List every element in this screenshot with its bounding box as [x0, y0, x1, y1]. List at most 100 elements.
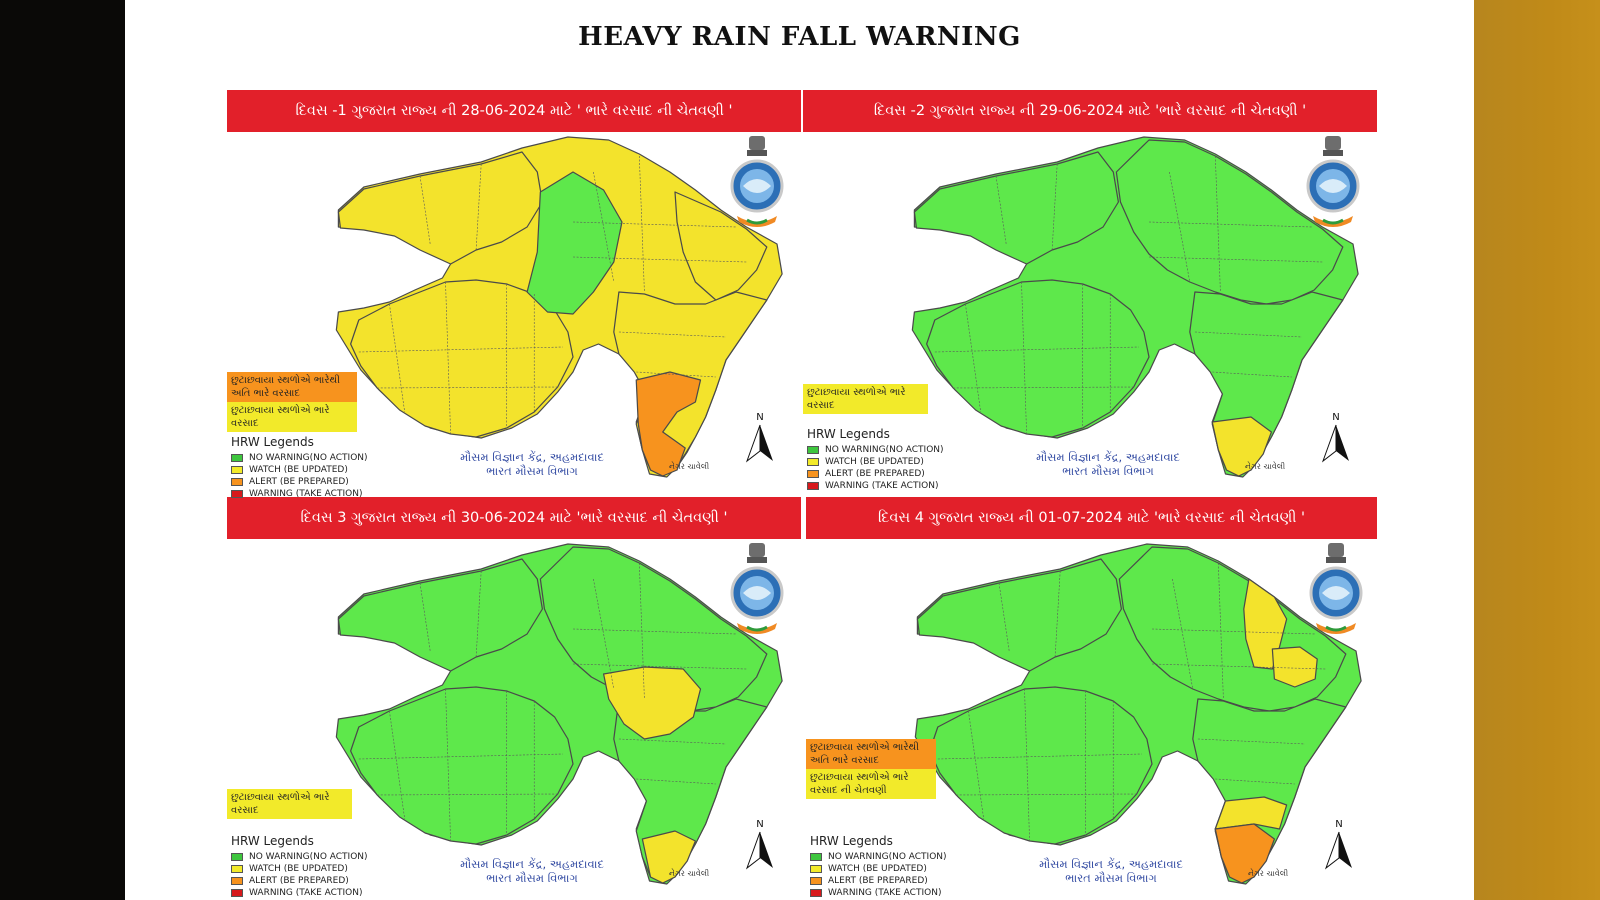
legend-swatch — [231, 853, 243, 861]
imd-office-label: મૌસમ વિજ્ઞાન કેંદ્ર, અહમદાવાદ ભારત મૌસમ વ… — [432, 450, 632, 478]
district-boundary — [572, 663, 747, 670]
office-name: મૌસમ વિજ્ઞાન કેંદ્ર, અહમદાવાદ — [1039, 857, 1183, 871]
legend-item: WATCH (BE UPDATED) — [231, 863, 368, 875]
legend-title: HRW Legends — [807, 427, 890, 441]
legend-item: NO WARNING(NO ACTION) — [231, 851, 368, 863]
region-saurashtra — [926, 279, 1150, 438]
legend-swatch — [231, 466, 243, 474]
left-background — [0, 0, 125, 900]
legend-label: WARNING (TAKE ACTION) — [249, 489, 363, 499]
district-boundary — [419, 582, 431, 652]
right-background — [1474, 0, 1600, 900]
region-northeast-yellow — [1271, 646, 1318, 688]
north-arrow-icon: N — [745, 819, 775, 871]
imd-emblem-icon — [1305, 134, 1361, 232]
hrw-legend: HRW Legends NO WARNING(NO ACTION) WATCH (B… — [231, 435, 368, 500]
imd-office-label: મૌસમ વિજ્ઞાન કેંદ્ર, અહમદાવાદ ભારત મૌસમ વ… — [432, 857, 632, 885]
district-boundary — [1215, 778, 1295, 785]
department-name: ભારત મૌસમ વિભાગ — [486, 871, 578, 885]
legend-item: WATCH (BE UPDATED) — [807, 456, 944, 468]
district-boundary — [593, 171, 615, 283]
district-boundary — [1148, 256, 1323, 263]
legend-item: WARNING (TAKE ACTION) — [810, 887, 947, 899]
day4-map-panel: છુટાછવાયા સ્થળોએ ભારેથી અતિ ભારે વરસાદ છુ… — [806, 539, 1376, 899]
region-saurashtra — [350, 279, 574, 438]
region-central-yellow — [602, 666, 702, 740]
north-label: N — [756, 819, 764, 830]
gujarat-map — [914, 543, 1362, 885]
legend-swatch — [810, 865, 822, 873]
district-boundary — [1212, 371, 1292, 378]
legend-label: WATCH (BE UPDATED) — [249, 465, 348, 475]
warning-category-yellow: છુટાછવાયા સ્થળોએ ભારે વરસાદ — [803, 384, 928, 414]
region-kutch — [916, 558, 1123, 672]
gujarat-map — [335, 136, 783, 478]
district-boundary — [1151, 628, 1316, 635]
district-boundary — [1172, 578, 1194, 690]
legend-item: WATCH (BE UPDATED) — [231, 464, 368, 476]
legend-label: WARNING (TAKE ACTION) — [828, 888, 942, 898]
legend-label: NO WARNING(NO ACTION) — [825, 445, 944, 455]
district-boundary — [1169, 171, 1191, 283]
legend-item: ALERT (BE PREPARED) — [231, 476, 368, 488]
legend-swatch — [231, 877, 243, 885]
region-north-gujarat — [1115, 139, 1344, 305]
gujarat-map — [911, 136, 1359, 478]
day2-banner: દિવસ -2 ગુજરાત રાજ્ય ની 29-06-2024 માટે … — [803, 90, 1377, 132]
north-arrow-icon: N — [1324, 819, 1354, 871]
district-boundary — [636, 371, 716, 378]
map-credit: નેગર ચાવેલી — [669, 462, 710, 471]
district-boundary — [1197, 738, 1306, 745]
district-boundary — [475, 570, 482, 658]
region-north-gujarat — [539, 546, 768, 712]
district-boundary — [377, 793, 558, 796]
district-boundary — [937, 753, 1142, 760]
legend-swatch — [231, 454, 243, 462]
legend-swatch — [231, 478, 243, 486]
legend-item: NO WARNING(NO ACTION) — [810, 851, 947, 863]
legend-label: ALERT (BE PREPARED) — [828, 876, 928, 886]
legend-label: WATCH (BE UPDATED) — [828, 864, 927, 874]
district-boundary — [572, 221, 737, 228]
north-arrow-icon: N — [1321, 412, 1351, 464]
region-kutch — [337, 558, 544, 672]
hrw-legend: HRW Legends NO WARNING(NO ACTION) WATCH (B… — [231, 834, 368, 899]
district-boundary — [358, 346, 563, 353]
department-name: ભારત મૌસમ વિભાગ — [486, 464, 578, 478]
department-name: ભારત મૌસમ વિભાગ — [1065, 871, 1157, 885]
region-south-yellow — [641, 830, 697, 884]
district-boundary — [965, 303, 982, 413]
map-credit: નેગર ચાવેલી — [1245, 462, 1286, 471]
legend-title: HRW Legends — [231, 834, 314, 848]
legend-swatch — [807, 446, 819, 454]
legend-item: WARNING (TAKE ACTION) — [807, 480, 944, 492]
legend-swatch — [810, 889, 822, 897]
region-kutch — [337, 151, 544, 265]
legend-label: WARNING (TAKE ACTION) — [249, 888, 363, 898]
district-boundary — [953, 386, 1134, 389]
legend-item: ALERT (BE PREPARED) — [231, 875, 368, 887]
legend-label: NO WARNING(NO ACTION) — [249, 453, 368, 463]
legend-item: NO WARNING(NO ACTION) — [807, 444, 944, 456]
warning-category-orange: છુટાછવાયા સ્થળોએ ભારેથી અતિ ભારે વરસાદ — [227, 372, 357, 402]
region-saurashtra — [929, 686, 1153, 845]
warning-category-yellow: છુટાછવાયા સ્થળોએ ભારે વરસાદ — [227, 789, 352, 819]
region-north-central-green — [526, 171, 623, 315]
legend-swatch — [807, 482, 819, 490]
north-label: N — [1332, 412, 1340, 423]
legend-title: HRW Legends — [231, 435, 314, 449]
region-south-orange — [635, 371, 702, 477]
district-boundary — [636, 778, 716, 785]
legend-label: ALERT (BE PREPARED) — [249, 876, 349, 886]
office-name: મૌસમ વિજ્ઞાન કેંદ્ર, અહમદાવાદ — [460, 450, 604, 464]
legend-item: ALERT (BE PREPARED) — [810, 875, 947, 887]
legend-swatch — [810, 877, 822, 885]
district-boundary — [572, 256, 747, 263]
day1-banner: દિવસ -1 ગુજરાત રાજ્ય ની 28-06-2024 માટે … — [227, 90, 801, 132]
district-boundary — [572, 628, 737, 635]
page-title: HEAVY RAIN FALL WARNING — [578, 22, 1021, 52]
region-north-yellow — [1243, 578, 1288, 670]
district-boundary — [968, 710, 985, 820]
district-boundary — [1148, 221, 1313, 228]
district-boundary — [358, 753, 563, 760]
